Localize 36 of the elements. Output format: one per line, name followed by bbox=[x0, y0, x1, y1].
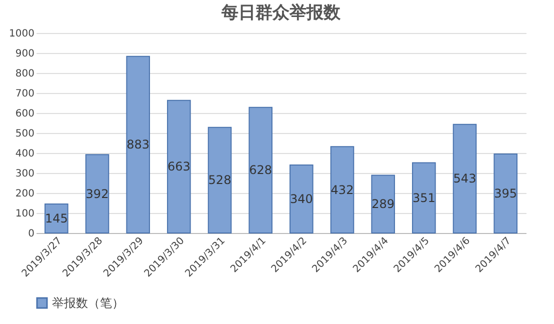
data-label: 289 bbox=[372, 197, 395, 212]
y-tick-label: 800 bbox=[15, 68, 34, 80]
bar bbox=[126, 56, 150, 234]
legend-label: 举报数（笔） bbox=[52, 296, 124, 310]
y-tick-label: 500 bbox=[15, 128, 34, 140]
y-tick-label: 400 bbox=[15, 148, 34, 160]
bar bbox=[248, 106, 272, 234]
y-tick-label: 100 bbox=[15, 208, 34, 220]
bar bbox=[208, 126, 232, 234]
data-label: 340 bbox=[290, 192, 313, 206]
y-tick-label: 600 bbox=[15, 108, 34, 120]
data-label: 392 bbox=[86, 186, 109, 201]
bar bbox=[167, 100, 191, 234]
bar bbox=[494, 154, 518, 234]
data-label: 628 bbox=[249, 163, 272, 178]
data-label: 663 bbox=[167, 160, 190, 174]
data-label: 145 bbox=[44, 212, 68, 226]
y-tick-label: 700 bbox=[15, 88, 34, 100]
y-tick-label: 1000 bbox=[9, 28, 34, 40]
data-label: 543 bbox=[453, 172, 476, 186]
y-tick-label: 900 bbox=[15, 48, 34, 60]
bar bbox=[412, 162, 436, 234]
data-label: 883 bbox=[126, 138, 150, 152]
bar bbox=[330, 146, 354, 234]
bar bbox=[290, 164, 314, 234]
y-tick-label: 300 bbox=[15, 168, 34, 180]
data-label: 528 bbox=[208, 173, 232, 188]
data-label: 351 bbox=[412, 190, 436, 205]
data-label: 432 bbox=[330, 182, 354, 197]
data-label: 395 bbox=[494, 186, 518, 200]
bar bbox=[85, 154, 110, 234]
chart-title: 每日群众举报数 bbox=[220, 3, 342, 23]
y-tick-label: 200 bbox=[15, 188, 34, 200]
y-tick-label: 0 bbox=[28, 228, 34, 240]
bar bbox=[452, 124, 477, 234]
bar bbox=[371, 174, 395, 234]
